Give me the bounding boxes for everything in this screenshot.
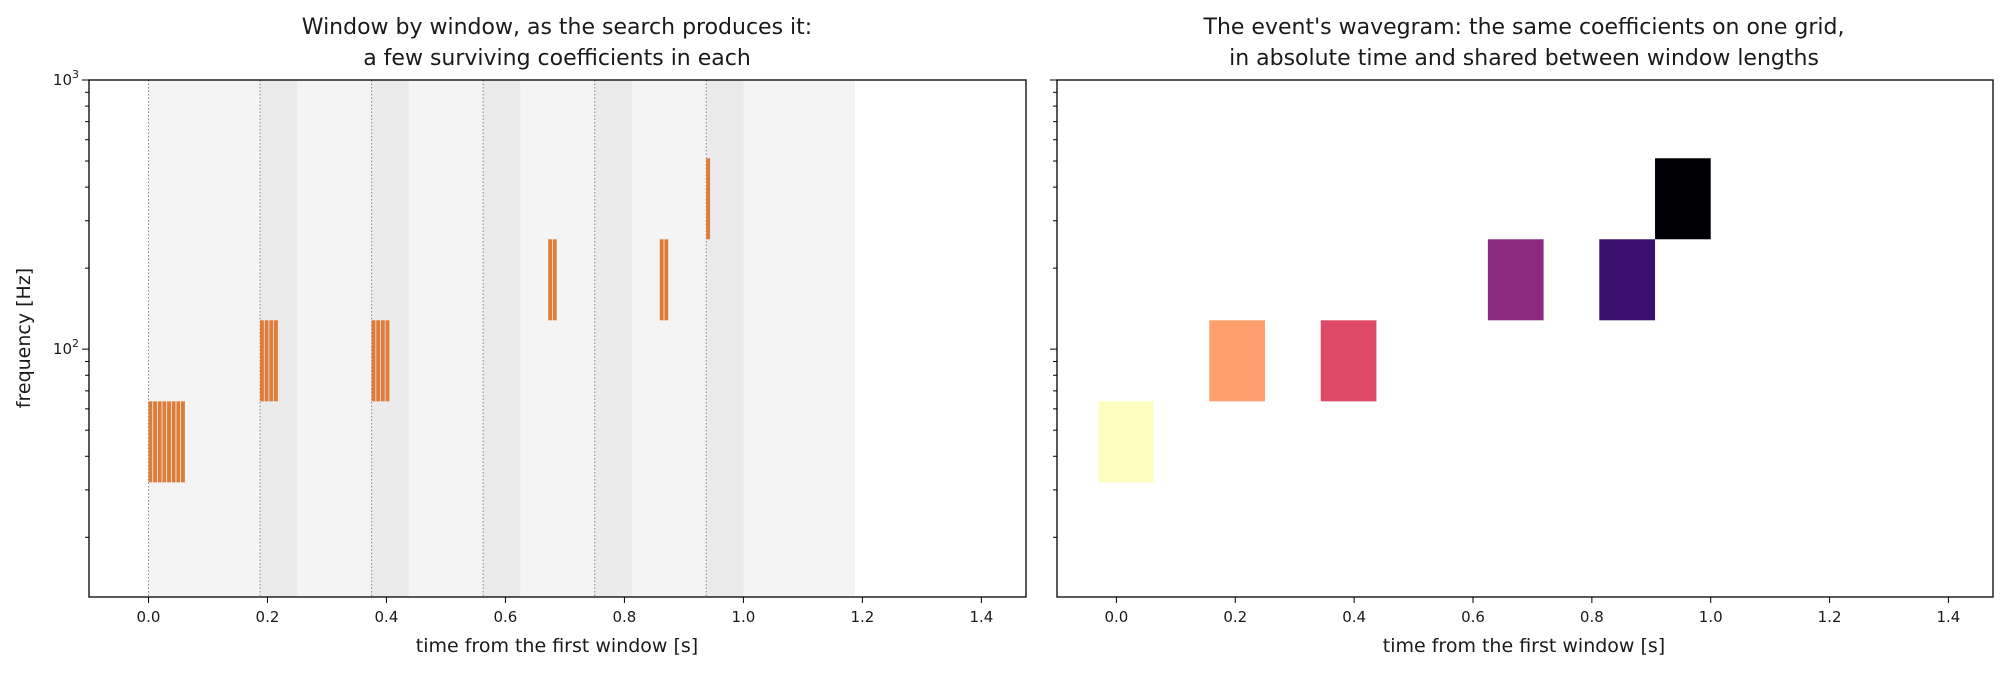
right-x-tick-label: 0.0 — [1104, 608, 1128, 626]
right-x-tick-label: 0.4 — [1342, 608, 1366, 626]
left-x-axis-label: time from the first window [s] — [416, 635, 698, 657]
left-x-tick-label: 0.2 — [256, 608, 280, 626]
coefficient-stripe — [274, 320, 278, 402]
left-x-tick-label: 1.0 — [731, 608, 755, 626]
left-x-tick-label: 1.2 — [850, 608, 874, 626]
coefficient-stripe — [659, 239, 664, 321]
right-x-tick-label: 0.2 — [1223, 608, 1247, 626]
coefficient-stripe — [260, 320, 264, 402]
coefficient-stripe — [181, 401, 185, 483]
window-overlap — [594, 80, 632, 597]
wavegram-tile — [1655, 158, 1711, 240]
right-title-line-2: in absolute time and shared between wind… — [1229, 46, 1819, 71]
left-x-tick-label: 0.0 — [137, 608, 161, 626]
left-panel: Window by window, as the search produces… — [13, 15, 1027, 657]
coefficient-stripe — [269, 320, 274, 402]
right-axes-frame — [1056, 79, 1994, 598]
coefficient-stripe — [385, 320, 390, 402]
left-y-tick-label: 102 — [53, 337, 79, 358]
wavegram-tile — [1098, 401, 1154, 483]
window-overlap — [483, 80, 521, 597]
left-y-tick-label: 103 — [53, 68, 79, 89]
left-x-tick-label: 1.4 — [969, 608, 993, 626]
right-x-axis-label: time from the first window [s] — [1383, 635, 1665, 657]
coefficient-stripe — [176, 401, 181, 483]
coefficient-stripe — [162, 401, 167, 483]
coefficient-stripe — [264, 320, 269, 402]
right-x-tick-label: 0.8 — [1580, 608, 1604, 626]
right-plot-area: 0.0 0.2 0.4 0.6 0.8 1.0 1.2 1.4 — [1050, 79, 1994, 626]
left-title-line-2: a few surviving coefficients in each — [363, 46, 751, 71]
left-x-tick-label: 0.4 — [375, 608, 399, 626]
window-overlap — [706, 80, 744, 597]
coefficient-stripe — [376, 320, 381, 402]
right-title-line-1: The event's wavegram: the same coefficie… — [1203, 15, 1845, 40]
left-x-tick-label: 0.8 — [612, 608, 636, 626]
coefficient-stripe — [552, 239, 557, 321]
coefficient-stripe — [548, 239, 553, 321]
wavegram-tile — [1209, 320, 1265, 402]
right-x-tick-label: 1.2 — [1818, 608, 1842, 626]
right-panel: The event's wavegram: the same coefficie… — [1050, 15, 1994, 657]
wavegram-tile — [1599, 239, 1656, 321]
right-x-tick-label: 1.0 — [1699, 608, 1723, 626]
coefficient-stripe — [371, 320, 376, 402]
coefficient-stripe — [157, 401, 162, 483]
coefficient-stripe — [171, 401, 176, 483]
right-x-tick-label: 0.6 — [1461, 608, 1485, 626]
right-x-tick-label: 1.4 — [1936, 608, 1960, 626]
wavegram-tile — [1487, 239, 1544, 321]
coefficient-stripe — [380, 320, 385, 402]
coefficient-stripe — [664, 239, 669, 321]
coefficient-stripe — [706, 158, 711, 240]
left-x-tick-label: 0.6 — [494, 608, 518, 626]
left-axes-frame — [88, 79, 1027, 598]
left-y-axis-label: frequency [Hz] — [13, 268, 35, 408]
coefficient-stripe — [148, 401, 153, 483]
left-plot-area: 0.0 0.2 0.4 0.6 0.8 1.0 1.2 1.4 102 103 — [53, 68, 1027, 626]
coefficient-stripe — [153, 401, 157, 483]
left-title-line-1: Window by window, as the search produces… — [302, 15, 812, 40]
coefficient-stripe — [167, 401, 171, 483]
wavegram-tile — [1320, 320, 1377, 402]
